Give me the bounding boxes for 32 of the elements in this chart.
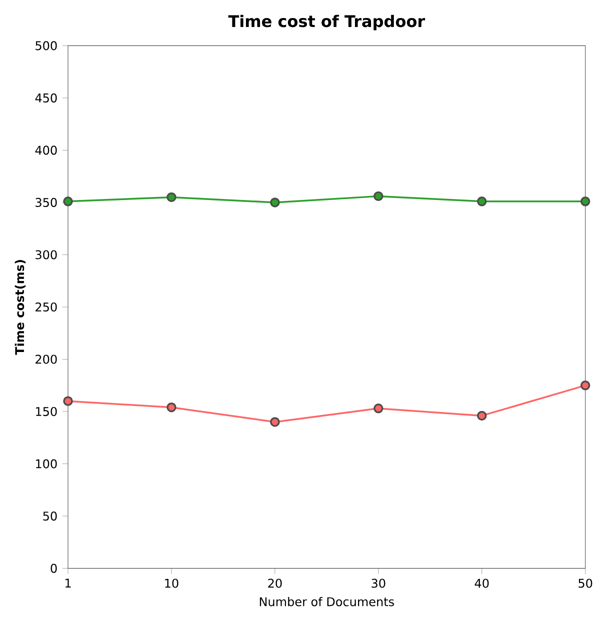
y-tick-label: 250 <box>35 302 57 312</box>
point <box>373 404 384 414</box>
y-tick-label: 500 <box>35 41 57 50</box>
point <box>373 191 384 202</box>
y-tick-label: 350 <box>35 198 57 207</box>
y-tick-label: 100 <box>36 459 57 468</box>
x-tick-label: 30 <box>371 578 386 588</box>
y-tick-label: 400 <box>35 146 57 155</box>
y-tick-label: 50 <box>43 512 57 521</box>
chart-title: Time cost of Trapdoor <box>228 14 425 30</box>
x-tick-label: 20 <box>268 578 282 588</box>
point <box>62 196 73 206</box>
point <box>580 380 590 390</box>
y-tick-label: 150 <box>36 406 57 416</box>
point <box>166 402 176 412</box>
x-tick-label: 40 <box>474 578 488 588</box>
y-axis-title: Time cost(ms) <box>14 260 26 355</box>
x-tick-label: 50 <box>578 578 592 588</box>
y-tick-label: 450 <box>35 93 57 102</box>
x-tick-label: 1 <box>65 578 71 588</box>
y-tick-label: 200 <box>35 354 57 364</box>
x-tick-label: 10 <box>164 578 178 588</box>
point <box>270 198 280 208</box>
point <box>166 192 176 202</box>
y-tick-label: 0 <box>50 564 57 573</box>
point <box>476 196 487 206</box>
x-axis-title: Number of Documents <box>260 596 394 606</box>
point <box>270 417 280 427</box>
point <box>62 396 73 406</box>
point <box>580 196 590 206</box>
point <box>476 410 487 421</box>
y-tick-label: 300 <box>35 250 57 260</box>
